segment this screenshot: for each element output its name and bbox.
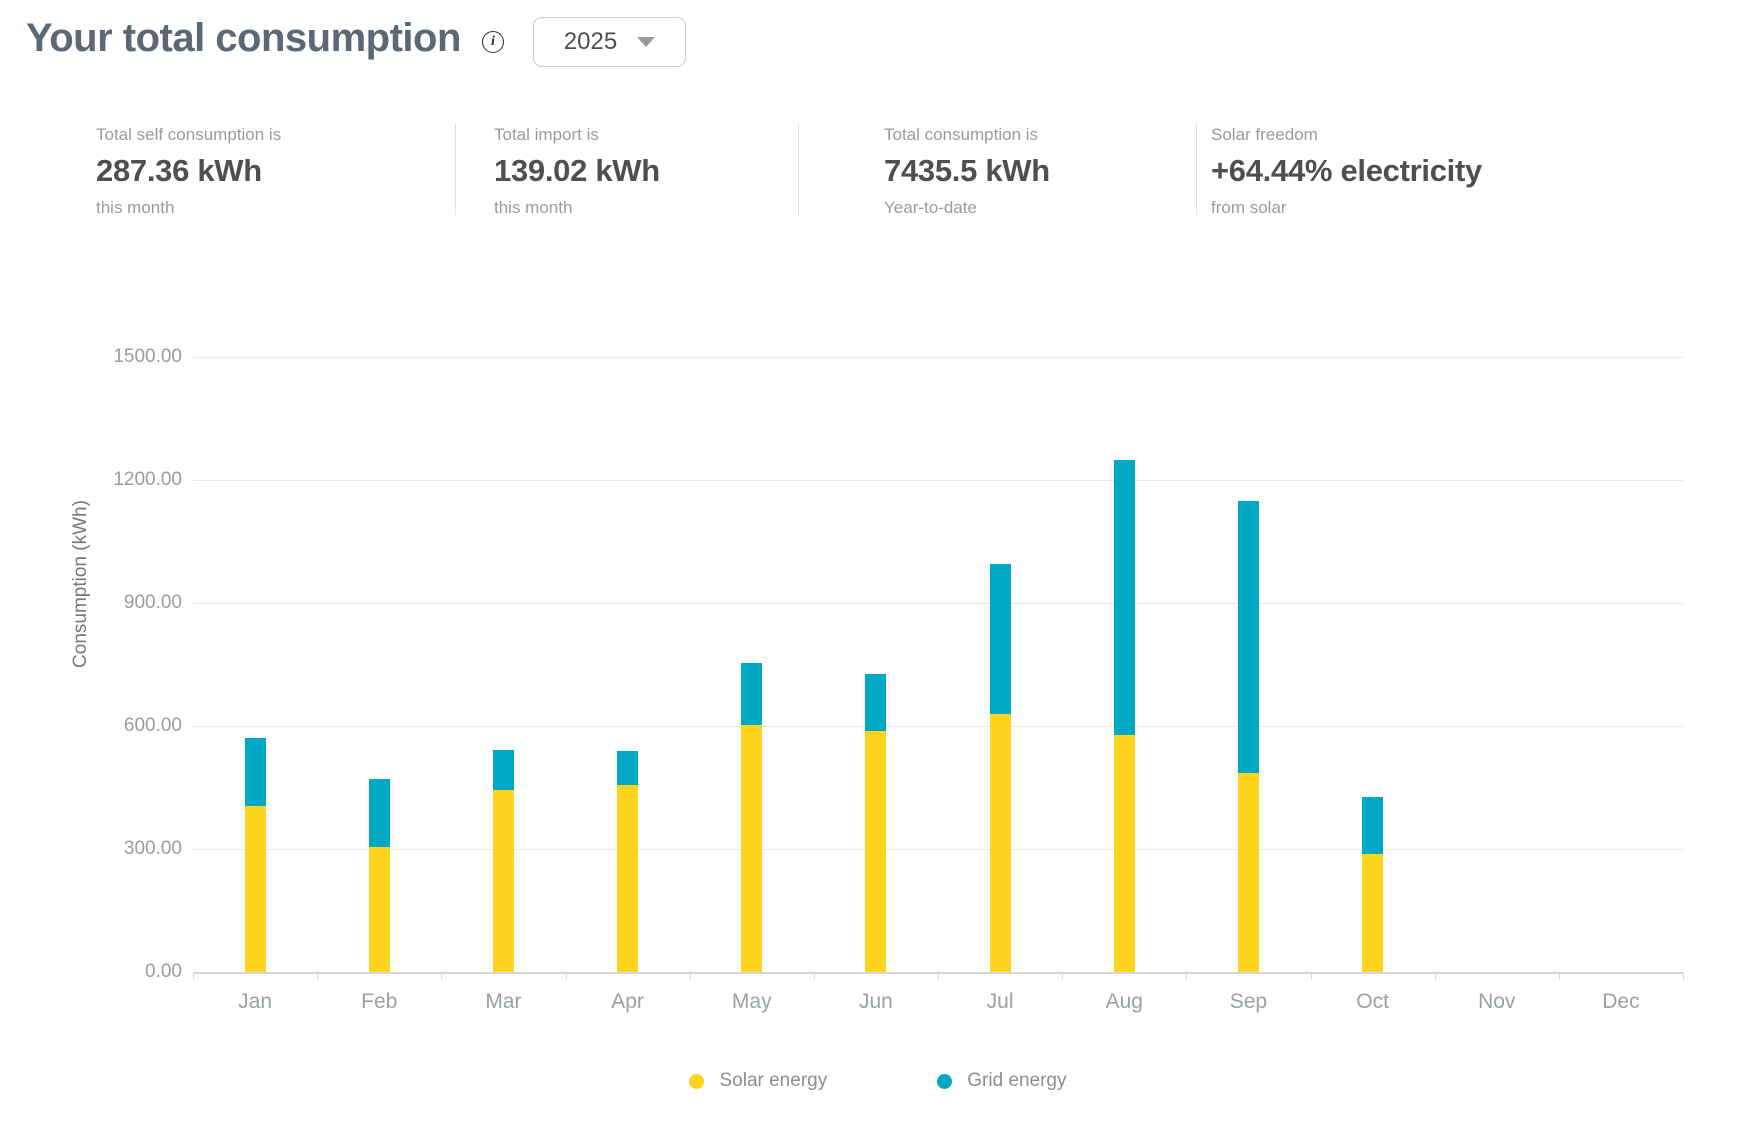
bar-segment-solar-energy[interactable] bbox=[492, 790, 514, 972]
bar-segment-grid-energy[interactable] bbox=[1113, 459, 1135, 736]
legend-dot bbox=[937, 1073, 953, 1089]
bar-segment-solar-energy[interactable] bbox=[368, 847, 390, 972]
page-title: Your total consumption bbox=[26, 16, 461, 60]
bar-segment-grid-energy[interactable] bbox=[244, 738, 266, 806]
stat-total-import: Total import is 139.02 kWh this month bbox=[494, 125, 660, 218]
axis-tick bbox=[317, 972, 319, 979]
consumption-chart bbox=[193, 357, 1684, 979]
stat-divider bbox=[798, 123, 799, 215]
bar-segment-solar-energy[interactable] bbox=[1362, 854, 1384, 972]
month-label-aug: Aug bbox=[1105, 990, 1143, 1013]
chevron-down-icon bbox=[637, 37, 656, 47]
month-label-mar: Mar bbox=[485, 990, 522, 1013]
bar-segment-grid-energy[interactable] bbox=[989, 563, 1011, 714]
y-tick-label: 1500.00 bbox=[113, 346, 182, 367]
y-tick-label: 0.00 bbox=[145, 961, 182, 982]
bar-segment-grid-energy[interactable] bbox=[368, 778, 390, 848]
bar-jan[interactable] bbox=[244, 738, 266, 972]
stat-label: Solar freedom bbox=[1211, 125, 1318, 144]
y-tick-label: 300.00 bbox=[123, 838, 182, 859]
stat-sublabel: Year-to-date bbox=[884, 198, 977, 217]
stat-solar-freedom: Solar freedom +64.44% electricity from s… bbox=[1211, 125, 1482, 218]
legend-label: Solar energy bbox=[719, 1070, 828, 1091]
axis-tick bbox=[938, 972, 939, 979]
y-tick-label: 600.00 bbox=[123, 715, 182, 736]
month-label-feb: Feb bbox=[361, 990, 398, 1013]
stat-sublabel: from solar bbox=[1211, 198, 1287, 217]
stat-self-consumption: Total self consumption is 287.36 kWh thi… bbox=[96, 125, 281, 218]
chart-legend: Solar energy Grid energy bbox=[0, 1070, 1756, 1092]
month-label-jan: Jan bbox=[238, 990, 272, 1013]
gridline-1200 bbox=[193, 480, 1683, 481]
legend-label: Grid energy bbox=[967, 1070, 1067, 1091]
bar-jul[interactable] bbox=[989, 563, 1011, 972]
bar-jun[interactable] bbox=[865, 673, 887, 972]
axis-tick bbox=[1186, 972, 1188, 979]
month-label-jul: Jul bbox=[986, 990, 1014, 1013]
month-label-oct: Oct bbox=[1356, 990, 1389, 1013]
bar-segment-grid-energy[interactable] bbox=[492, 749, 514, 791]
bar-segment-solar-energy[interactable] bbox=[741, 725, 763, 972]
stat-value: 139.02 kWh bbox=[494, 153, 660, 188]
month-label-dec: Dec bbox=[1602, 990, 1640, 1013]
stat-label: Total import is bbox=[494, 125, 599, 144]
axis-tick bbox=[1310, 972, 1312, 979]
stat-total-consumption: Total consumption is 7435.5 kWh Year-to-… bbox=[884, 125, 1050, 218]
year-dropdown[interactable]: 2025 bbox=[533, 17, 686, 67]
month-label-sep: Sep bbox=[1229, 990, 1268, 1013]
bar-segment-solar-energy[interactable] bbox=[617, 785, 639, 972]
axis-tick bbox=[1062, 972, 1064, 979]
axis-tick bbox=[193, 972, 194, 979]
gridline-600 bbox=[193, 726, 1683, 727]
stat-value: 7435.5 kWh bbox=[884, 153, 1050, 188]
stat-label: Total self consumption is bbox=[96, 125, 282, 144]
info-icon[interactable]: i bbox=[482, 31, 504, 53]
axis-tick bbox=[813, 972, 815, 979]
bar-segment-grid-energy[interactable] bbox=[617, 751, 639, 786]
legend-item-solar-energy[interactable]: Solar energy bbox=[689, 1070, 827, 1092]
axis-tick bbox=[1683, 972, 1684, 979]
gridline-900 bbox=[193, 603, 1683, 604]
month-label-jun: Jun bbox=[858, 990, 893, 1013]
stat-value: +64.44% electricity bbox=[1211, 153, 1482, 188]
axis-tick bbox=[1558, 972, 1560, 979]
bar-segment-solar-energy[interactable] bbox=[1237, 773, 1259, 972]
bar-oct[interactable] bbox=[1362, 797, 1384, 972]
bar-aug[interactable] bbox=[1113, 459, 1135, 972]
month-label-may: May bbox=[731, 990, 772, 1013]
y-tick-label: 1200.00 bbox=[113, 469, 182, 490]
bar-segment-solar-energy[interactable] bbox=[1113, 735, 1135, 972]
gridline-1500 bbox=[193, 357, 1683, 358]
stat-sublabel: this month bbox=[494, 198, 573, 217]
month-label-nov: Nov bbox=[1478, 990, 1516, 1013]
year-dropdown-value: 2025 bbox=[563, 28, 618, 55]
bar-mar[interactable] bbox=[492, 749, 514, 972]
bar-segment-solar-energy[interactable] bbox=[865, 730, 887, 972]
y-tick-label: 900.00 bbox=[123, 592, 182, 613]
legend-dot bbox=[689, 1073, 705, 1089]
axis-tick bbox=[565, 972, 567, 979]
bar-may[interactable] bbox=[741, 663, 763, 972]
bar-feb[interactable] bbox=[368, 778, 390, 972]
bar-segment-solar-energy[interactable] bbox=[989, 713, 1011, 972]
stat-divider bbox=[455, 123, 456, 215]
axis-tick bbox=[1434, 972, 1436, 979]
gridline-300 bbox=[193, 849, 1683, 850]
stat-divider bbox=[1196, 123, 1197, 215]
bar-sep[interactable] bbox=[1237, 501, 1259, 972]
month-label-apr: Apr bbox=[611, 990, 644, 1013]
bar-segment-grid-energy[interactable] bbox=[865, 673, 887, 731]
axis-tick bbox=[441, 972, 443, 979]
legend-item-grid-energy[interactable]: Grid energy bbox=[937, 1070, 1067, 1092]
stat-sublabel: this month bbox=[96, 198, 175, 217]
bar-segment-grid-energy[interactable] bbox=[1237, 501, 1259, 774]
bar-segment-grid-energy[interactable] bbox=[741, 663, 763, 726]
bar-apr[interactable] bbox=[617, 751, 639, 972]
stat-label: Total consumption is bbox=[884, 125, 1039, 144]
stat-value: 287.36 kWh bbox=[96, 153, 262, 188]
bar-segment-grid-energy[interactable] bbox=[1362, 797, 1384, 855]
bar-segment-solar-energy[interactable] bbox=[244, 805, 266, 972]
axis-tick bbox=[689, 972, 691, 979]
